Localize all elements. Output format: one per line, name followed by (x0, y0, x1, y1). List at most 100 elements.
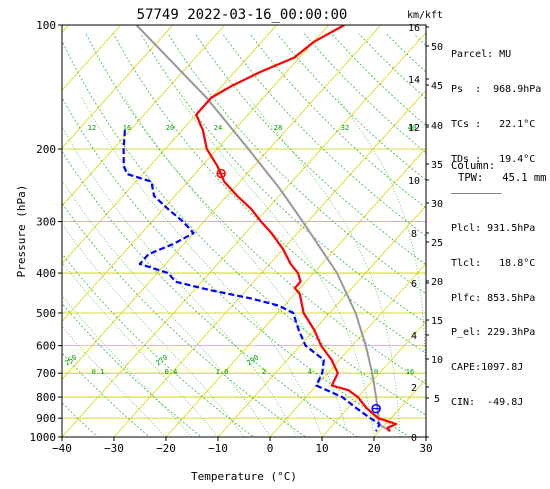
isotherm-line (62, 25, 226, 207)
isotherm-line (62, 25, 278, 265)
moist-adiabat-line (178, 97, 375, 437)
info-divider: ———————————— (451, 189, 502, 198)
dry-adiabat-line (222, 33, 426, 237)
moist-adiabat-line (62, 179, 271, 437)
x-tick-label: −10 (208, 442, 228, 455)
dry-adiabat-line (62, 150, 359, 437)
info-line: Plcl: 931.5hPa (451, 223, 536, 235)
y-tick-label: 100 (36, 19, 56, 32)
dry-adiabat-line (62, 302, 203, 437)
dry-adiabat-line (85, 33, 426, 385)
y-tick-label: 500 (36, 307, 56, 320)
isotherm-line (165, 147, 426, 437)
kft-label: 30 (431, 199, 443, 210)
kft-label: 5 (434, 394, 440, 405)
axes: −40 −30 −20 −10 0 10 20 30100200300400500600700… (30, 19, 444, 455)
mixing-ratio-label: 0.4 (165, 368, 178, 376)
mixing-ratio-label: 4 (308, 368, 312, 376)
height-axis-label: km/kft (407, 10, 443, 21)
dry-adiabat-line (62, 253, 255, 437)
profiles (122, 25, 398, 433)
mixing-ratio-label: 1.0 (216, 368, 229, 376)
temperature-line (195, 25, 398, 432)
km-label: 10 (408, 176, 420, 187)
y-tick-label: 400 (36, 267, 56, 280)
isotherm-line (62, 25, 70, 34)
km-label: 8 (411, 229, 417, 240)
parcel-line (135, 25, 391, 433)
isotherm-line (62, 25, 382, 380)
moist-adiabat-line (248, 97, 401, 437)
y-tick-label: 1000 (30, 431, 57, 444)
moist-adiabat-line (81, 97, 323, 437)
tpw-value: TPW: 45.1 mm (458, 172, 547, 184)
x-tick-label: 20 (367, 442, 380, 455)
dry-adiabat-line (167, 33, 426, 295)
adiabat-label: 250 (63, 353, 78, 367)
column-label: Column: (451, 160, 496, 172)
parcel-info-panel: Parcel: MU Ps : 968.9hPa TCs : 22.1°C TD… (451, 26, 541, 420)
info-line: Parcel: MU (451, 49, 512, 61)
mixing-ratio-label: 20 (166, 124, 174, 132)
kft-label: 20 (431, 277, 443, 288)
x-tick-label: −20 (156, 442, 176, 455)
moist-adiabat-line (62, 261, 219, 437)
moist-adiabat-line (124, 97, 349, 437)
dry-adiabat-line (62, 352, 151, 437)
mixing-ratio-label: 16 (406, 368, 414, 376)
mixing-ratio-label: 40 (408, 124, 416, 132)
kft-label: 40 (431, 121, 443, 132)
kft-label: 50 (431, 42, 443, 53)
info-line: TDs : 19.4°C (451, 153, 536, 165)
isotherm-line (62, 31, 426, 437)
adiabat-label: 290 (245, 353, 260, 367)
km-label: 4 (411, 331, 417, 342)
mixing-ratio-label: 32 (341, 124, 349, 132)
km-label: 2 (411, 383, 417, 394)
mixing-ratio-label: 2 (262, 368, 266, 376)
info-line: Plfc: 853.5hPa (451, 292, 536, 304)
isotherm-line (269, 263, 426, 437)
info-line: TCs : 22.1°C (451, 118, 536, 130)
km-label: 6 (411, 279, 417, 290)
x-tick-label: −30 (104, 442, 124, 455)
y-tick-label: 300 (36, 216, 56, 229)
info-line: P_el: 229.3hPa (451, 327, 536, 339)
isotherm-line (62, 25, 330, 323)
km-label: 14 (408, 75, 420, 86)
y-tick-label: 700 (36, 367, 56, 380)
kft-label: 45 (431, 81, 443, 92)
isotherm-line (217, 205, 426, 437)
dry-adiabat-line (140, 33, 426, 324)
y-tick-label: 600 (36, 340, 56, 353)
x-tick-label: 10 (315, 442, 328, 455)
y-tick-label: 200 (36, 143, 56, 156)
dry-adiabat-line (62, 96, 411, 437)
y-tick-label: 900 (36, 412, 56, 425)
x-axis-label: Temperature (°C) (191, 470, 297, 483)
info-line: Ps : 968.9hPa (451, 83, 542, 95)
mixing-ratio-label: 28 (274, 124, 282, 132)
x-tick-label: −40 (52, 442, 72, 455)
x-tick-label: 30 (419, 442, 432, 455)
plot-frame (61, 24, 427, 438)
dry-adiabat-line (62, 39, 426, 416)
kft-label: 10 (431, 355, 443, 366)
km-label: 0 (411, 433, 417, 444)
mixing-ratio-label: 10 (370, 368, 378, 376)
adiabat-label: 270 (154, 353, 169, 367)
mixing-ratio-label: 0.1 (92, 368, 105, 376)
kft-label: 25 (431, 238, 443, 249)
isotherm-line (113, 89, 426, 437)
isotherm-line (62, 25, 174, 149)
x-tick-label: 0 (267, 442, 274, 455)
info-line: CIN: -49.8J (451, 397, 524, 408)
mixing-ratio-label: 12 (88, 124, 96, 132)
moist-adiabat-line (336, 97, 426, 437)
km-label: 12 (408, 123, 420, 134)
kft-label: 15 (431, 316, 443, 327)
mixing-ratio-label: 16 (123, 124, 131, 132)
moist-adiabat-line (62, 126, 297, 437)
markers (216, 168, 381, 414)
